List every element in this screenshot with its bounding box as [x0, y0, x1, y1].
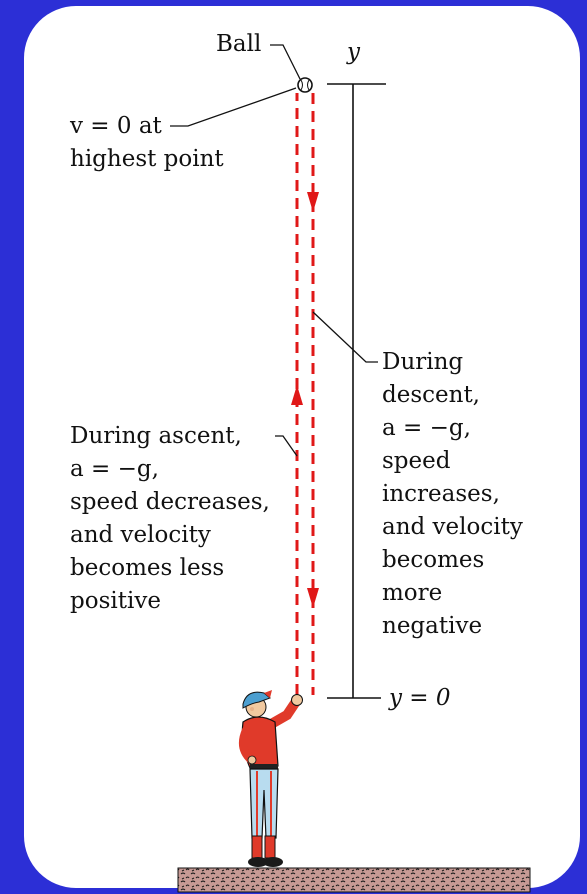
ascent-line-3: speed decreases,	[70, 489, 270, 515]
highest-point-label: v = 0 at highest point	[70, 110, 224, 176]
boy-figure-icon	[238, 690, 303, 867]
ball-icon	[297, 77, 313, 93]
descent-line-9: negative	[382, 613, 483, 639]
y-axis-label: y	[347, 39, 360, 65]
descent-arrow-bottom	[307, 588, 319, 608]
descent-leader	[312, 311, 378, 363]
descent-line-1: During	[382, 349, 464, 375]
descent-label: During descent, a = −g, speed increases,…	[382, 346, 523, 643]
descent-line-2: descent,	[382, 382, 480, 408]
y-zero-label: y = 0	[389, 685, 451, 711]
descent-line-8: more	[382, 580, 443, 606]
descent-line-5: increases,	[382, 481, 500, 507]
ascent-line-2: a = −g,	[70, 456, 159, 482]
descent-line-7: becomes	[382, 547, 485, 573]
ascent-leader	[275, 435, 298, 457]
highest-point-line-1: v = 0 at	[70, 113, 162, 139]
descent-line-6: and velocity	[382, 514, 523, 540]
ascent-line-5: becomes less	[70, 555, 225, 581]
ascent-line-4: and velocity	[70, 522, 211, 548]
ascent-line-1: During ascent,	[70, 423, 242, 449]
descent-arrow-top	[307, 192, 319, 212]
ball-leader	[270, 44, 301, 80]
descent-line-4: speed	[382, 448, 451, 474]
highest-point-leader	[170, 87, 297, 127]
white-card	[24, 6, 580, 888]
ascent-label: During ascent, a = −g, speed decreases, …	[70, 420, 270, 618]
ascent-line-6: positive	[70, 588, 161, 614]
ascent-arrow	[291, 385, 303, 405]
highest-point-line-2: highest point	[70, 146, 224, 172]
ball-label: Ball	[216, 31, 262, 57]
descent-line-3: a = −g,	[382, 415, 471, 441]
ground-texture	[177, 867, 531, 893]
